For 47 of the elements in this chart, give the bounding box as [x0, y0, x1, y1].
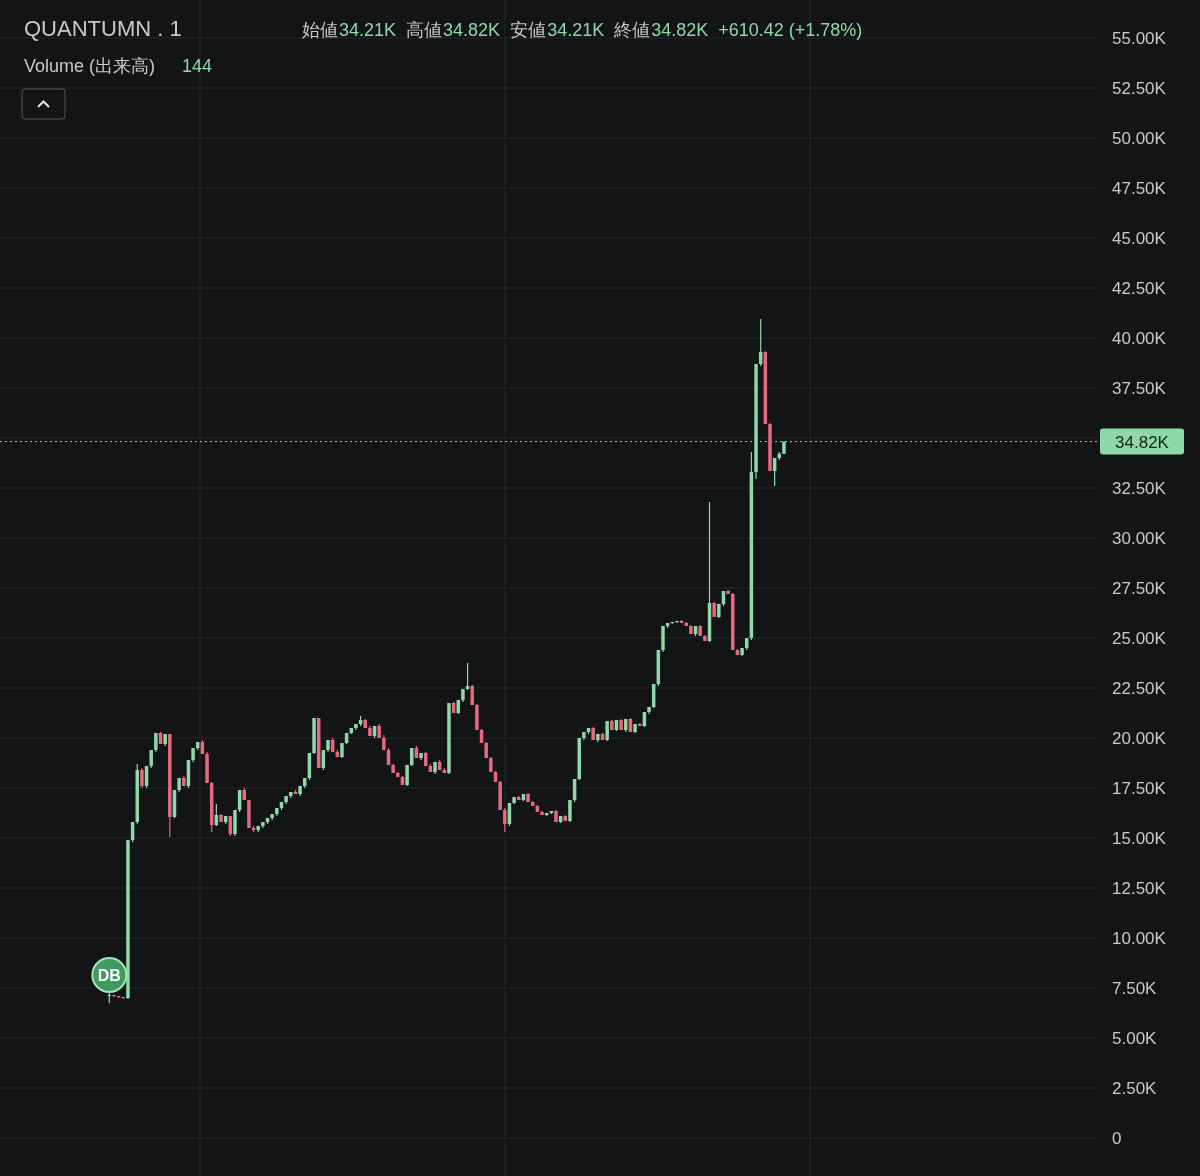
y-tick-label: 30.00K — [1112, 529, 1167, 548]
candlestick — [675, 620, 679, 624]
y-tick-label: 17.50K — [1112, 779, 1167, 798]
y-tick-label: 20.00K — [1112, 729, 1167, 748]
y-tick-label: 12.50K — [1112, 879, 1167, 898]
y-tick-label: 5.00K — [1112, 1029, 1158, 1048]
annotation: 34.82K — [651, 20, 709, 40]
y-tick-label: 25.00K — [1112, 629, 1167, 648]
candlestick — [112, 994, 116, 998]
candlestick — [568, 799, 572, 823]
annotation: DB — [97, 967, 121, 984]
y-tick-label: 2.50K — [1112, 1079, 1158, 1098]
y-tick-label: 22.50K — [1112, 679, 1167, 698]
annotation: 34.21K — [547, 20, 605, 40]
annotation: 終値 — [613, 20, 651, 40]
annotation: 安値 — [510, 20, 547, 40]
y-tick-label: 32.50K — [1112, 479, 1167, 498]
y-tick-label: 40.00K — [1112, 329, 1167, 348]
annotation: 34.82K — [443, 20, 501, 40]
annotation: 144 — [182, 56, 213, 76]
annotation: 34.21K — [339, 20, 397, 40]
y-tick-label: 37.50K — [1112, 379, 1167, 398]
candlestick — [140, 767, 144, 789]
candlestick — [465, 662, 470, 691]
y-tick-label: 27.50K — [1112, 579, 1167, 598]
ref-line-label: 34.82K — [1115, 432, 1170, 452]
chart-title: QUANTUMN . 1 — [24, 16, 182, 41]
y-tick-label: 7.50K — [1112, 979, 1158, 998]
y-tick-label: 47.50K — [1112, 179, 1167, 198]
y-tick-label: 55.00K — [1112, 29, 1167, 48]
y-tick-label: 42.50K — [1112, 279, 1167, 298]
y-tick-label: 0 — [1112, 1129, 1122, 1148]
annotation: +610.42 (+1.78%) — [718, 20, 863, 40]
y-tick-label: 15.00K — [1112, 829, 1167, 848]
y-tick-label: 50.00K — [1112, 129, 1167, 148]
candlestick — [661, 625, 665, 653]
y-tick-label: 45.00K — [1112, 229, 1167, 248]
y-tick-label: 52.50K — [1112, 79, 1167, 98]
candlestick — [605, 720, 609, 742]
candlestick — [503, 807, 507, 833]
annotation: 高値 — [406, 20, 443, 40]
candlestick — [154, 732, 158, 753]
y-tick-label: 10.00K — [1112, 929, 1167, 948]
annotation: Volume (出来高) — [24, 56, 156, 76]
candlestick — [405, 764, 409, 787]
candlestick — [233, 809, 237, 837]
annotation: 始値 — [302, 20, 338, 40]
